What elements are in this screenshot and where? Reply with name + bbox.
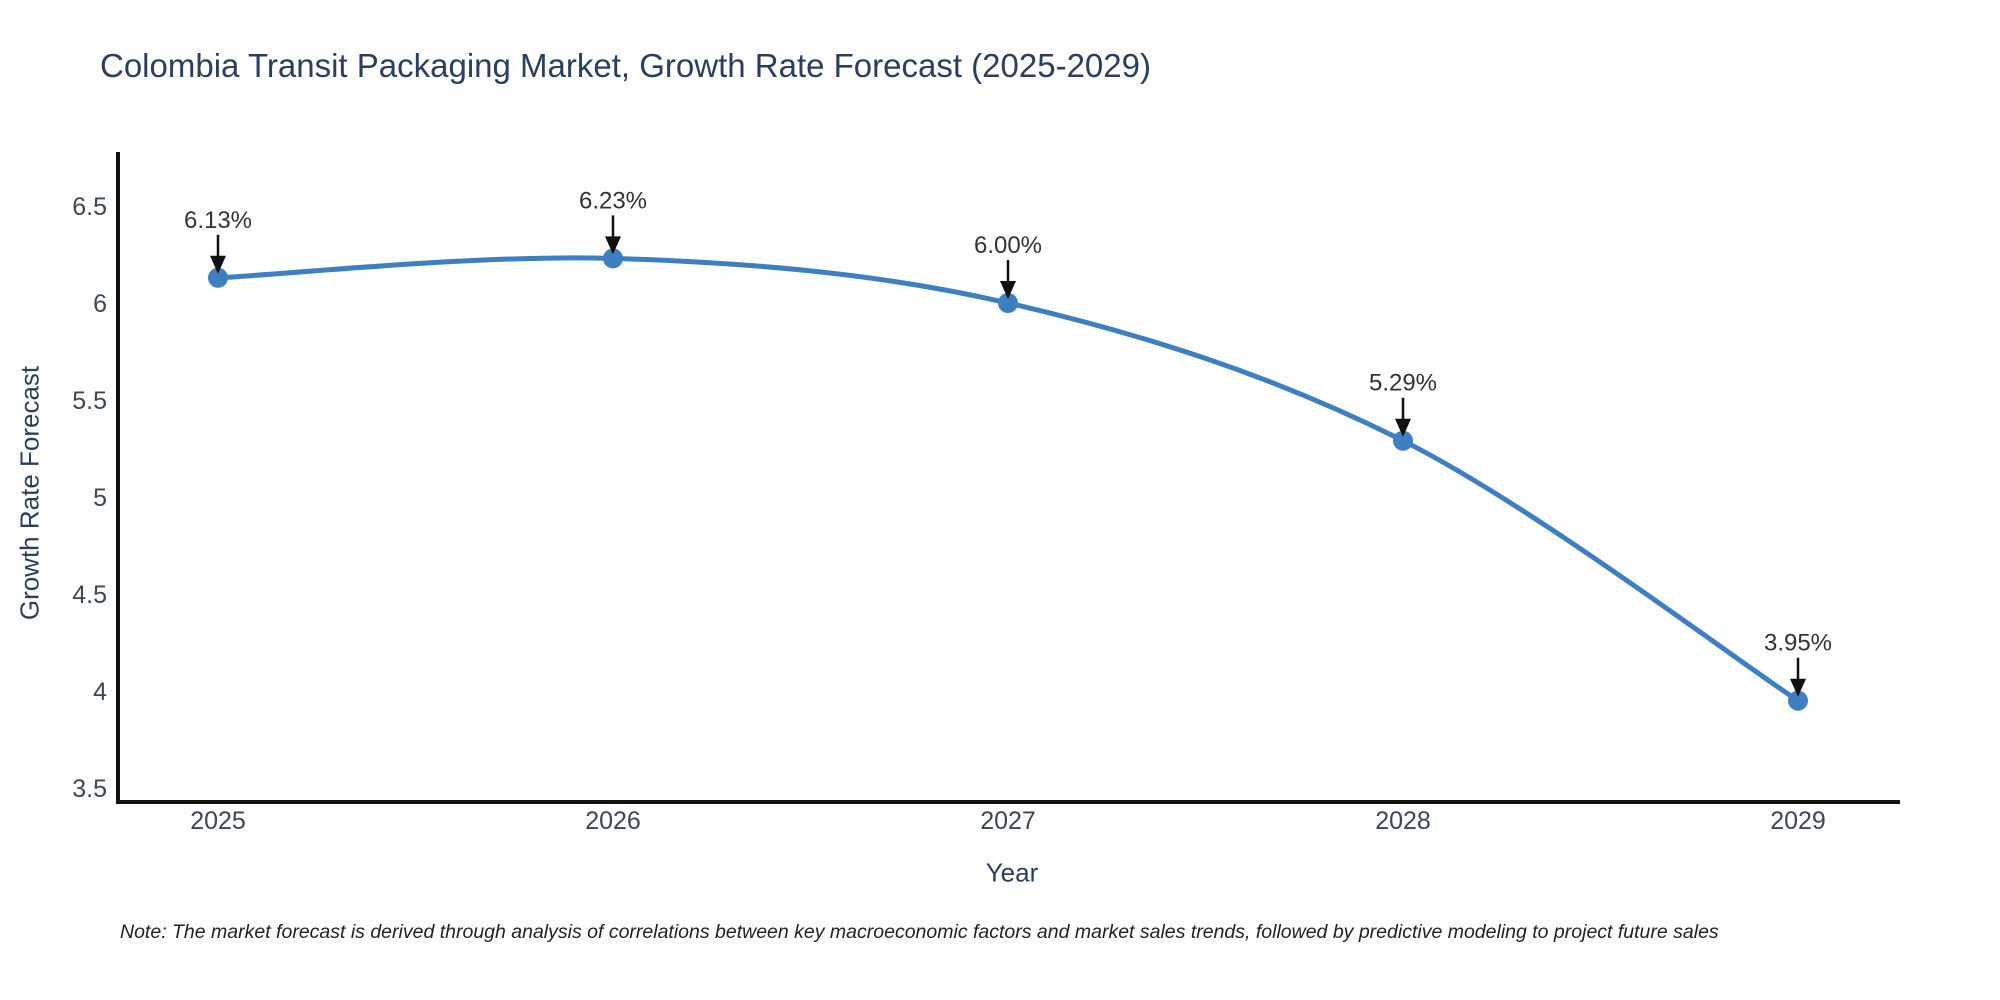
x-tick-label: 2027 [980, 807, 1036, 835]
annotation-arrowhead-icon [210, 255, 226, 274]
data-point-marker [998, 293, 1018, 313]
data-point-marker [1393, 430, 1413, 451]
point-value-label: 6.00% [974, 232, 1042, 259]
data-point-marker [1788, 690, 1808, 711]
footnote: Note: The market forecast is derived thr… [120, 921, 1719, 943]
data-point-marker [208, 267, 228, 288]
point-value-label: 6.23% [579, 187, 647, 214]
point-value-label: 5.29% [1369, 370, 1437, 397]
x-tick-label: 2028 [1375, 807, 1431, 835]
point-value-label: 6.13% [184, 207, 252, 234]
series-line [215, 255, 1801, 704]
x-tick-label: 2025 [190, 807, 246, 835]
y-tick-label: 4 [93, 678, 107, 706]
data-point-marker [603, 248, 623, 269]
y-tick-label: 5 [93, 484, 107, 512]
annotation-arrowhead-icon [1790, 678, 1806, 697]
x-axis-title: Year [985, 857, 1039, 888]
y-tick-label: 4.5 [72, 581, 107, 609]
x-tick-label: 2029 [1770, 807, 1826, 835]
annotation-arrowhead-icon [605, 236, 621, 255]
y-tick-label: 5.5 [72, 387, 107, 415]
point-value-label: 3.95% [1764, 630, 1832, 657]
x-tick-label: 2026 [585, 807, 641, 835]
y-tick-label: 3.5 [72, 775, 107, 803]
annotation-arrowhead-icon [1000, 281, 1016, 299]
annotation-arrowhead-icon [1395, 418, 1411, 437]
y-tick-label: 6.5 [72, 193, 107, 221]
chart-title: Colombia Transit Packaging Market, Growt… [100, 47, 1151, 84]
y-tick-label: 6 [93, 290, 107, 318]
